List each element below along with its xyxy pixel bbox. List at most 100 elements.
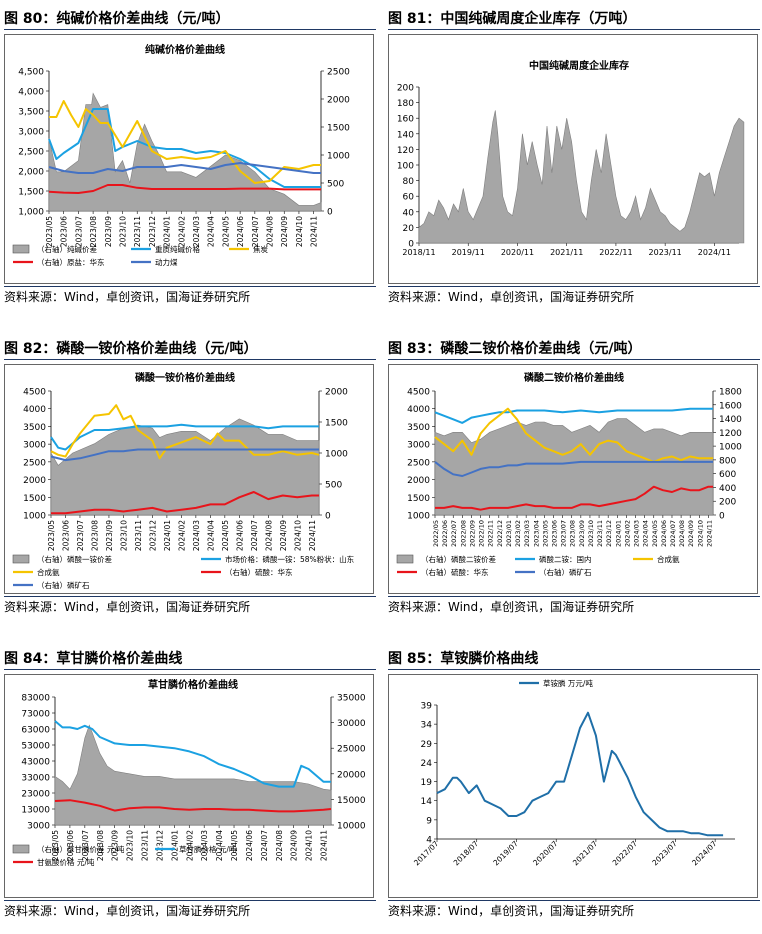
x-tick-label: 2023/07 — [74, 216, 83, 247]
x-tick-label: 2024/03 — [200, 830, 209, 861]
x-tick-label: 2023/07 — [76, 520, 85, 551]
series-line-2 — [50, 404, 320, 460]
y-tick-label-right: 30000 — [337, 719, 366, 729]
x-tick-label: 2024/06 — [660, 520, 668, 547]
x-tick-label: 2021/07 — [571, 839, 600, 868]
legend-label: 重质纯碱价格 — [155, 244, 200, 254]
y-tick-label-left: 73000 — [21, 710, 50, 720]
x-tick-label: 2024/11 — [320, 830, 329, 861]
figure-80-source: 资料来源：Wind，卓创资讯，国海证券研究所 — [4, 286, 376, 307]
x-tick-label: 2023/07 — [560, 520, 568, 547]
x-tick-label: 2023/05 — [541, 520, 549, 547]
x-tick-label: 2024/01 — [163, 520, 172, 551]
y-tick-label-left: 1000 — [23, 512, 46, 522]
x-tick-label: 2018/07 — [452, 839, 481, 868]
legend-label: （右轴）草甘膦价差 元/吨 — [37, 844, 125, 854]
figure-80-caption: 图 80：纯碱价格价差曲线（元/吨） — [4, 8, 376, 30]
x-tick-label: 2024/08 — [264, 520, 273, 551]
legend-label: 市场价格：磷酸一铵：58%粉状：山东 — [225, 554, 355, 564]
y-tick-label-right: 1800 — [719, 388, 742, 398]
y-tick-label-right: 1000 — [325, 450, 348, 460]
series-area-0 — [434, 418, 714, 516]
y-tick-label-right: 1500 — [327, 124, 350, 134]
x-tick-label: 2023/12 — [148, 216, 157, 247]
x-tick-label: 2024/09 — [687, 520, 695, 547]
series-line-4 — [434, 460, 713, 477]
legend-label: （右轴）硫酸：华东 — [421, 567, 489, 577]
y-tick-label-left: 9 — [426, 816, 432, 826]
figure-85-source: 资料来源：Wind，卓创资讯，国海证券研究所 — [388, 900, 760, 921]
y-tick-label-left: 29 — [421, 740, 433, 750]
x-tick-label: 2024/07 — [250, 520, 259, 551]
x-tick-label: 2018/11 — [402, 248, 435, 257]
x-tick-label: 2023/12 — [605, 520, 613, 547]
y-tick-label-left: 4000 — [23, 405, 46, 415]
series-line-3 — [48, 184, 321, 194]
y-tick-label-right: 0 — [327, 208, 333, 218]
x-tick-label: 2024/11 — [308, 520, 317, 551]
x-tick-label: 2024/07 — [251, 216, 260, 247]
y-tick-label-left: 3500 — [407, 423, 430, 433]
y-tick-label-left: 80 — [403, 177, 415, 187]
series-area-0 — [54, 724, 332, 826]
legend-label: 草甘膦价格 元/吨 — [179, 844, 237, 854]
figure-83: 图 83：磷酸二铵价格价差曲线（元/吨） 磷酸二铵价格价差曲线 1000 1500 2… — [388, 338, 760, 618]
legend-swatch — [12, 844, 30, 854]
x-tick-label: 2024/10 — [696, 520, 704, 547]
x-tick-label: 2024/11 — [705, 520, 713, 547]
x-tick-label: 2023/10 — [587, 520, 595, 547]
x-tick-label: 2023/09 — [104, 216, 113, 247]
figure-84-caption: 图 84：草甘膦价格价差曲线 — [4, 648, 376, 670]
series-line-1 — [54, 720, 331, 788]
x-tick-label: 2024/02 — [185, 830, 194, 861]
figure-81-source: 资料来源：Wind，卓创资讯，国海证券研究所 — [388, 286, 760, 307]
series-line-2 — [54, 799, 332, 813]
legend-label: （右轴）磷酸二铵价差 — [421, 554, 496, 564]
x-tick-label: 2023/11 — [133, 216, 142, 247]
legend-swatch — [12, 244, 30, 254]
y-tick-label-left: 2500 — [23, 458, 46, 468]
x-tick-label: 2024/11 — [310, 216, 319, 247]
y-tick-label-left: 13000 — [21, 806, 50, 816]
x-tick-label: 2022/06 — [441, 520, 449, 547]
x-tick-label: 2024/08 — [275, 830, 284, 861]
x-tick-label: 2024/02 — [177, 216, 186, 247]
y-tick-label-right: 500 — [327, 180, 344, 190]
legend-label: （右轴）磷矿石 — [539, 567, 592, 577]
series-line-1 — [434, 407, 713, 424]
x-tick-label: 2022/09 — [468, 520, 476, 547]
figure-84-chart: 草甘膦价格价差曲线 3000 13000 23000 33000 43000 53000 63… — [12, 678, 366, 867]
legend-label: 动力煤 — [155, 257, 178, 267]
x-tick-label: 2023/10 — [126, 830, 135, 861]
y-tick-label-left: 23000 — [21, 790, 50, 800]
series-line-2 — [434, 407, 713, 463]
figure-81-chart: 中国纯碱周度企业库存 0 20 40 60 80 100 120 140 160 180 200 201… — [397, 59, 745, 257]
x-tick-label: 2023/03 — [523, 520, 531, 547]
y-tick-label-left: 4,000 — [18, 88, 44, 98]
x-tick-label: 2022/07 — [450, 520, 458, 547]
y-tick-label-left: 3000 — [407, 441, 430, 451]
y-tick-label-left: 1,000 — [18, 208, 44, 218]
y-tick-label-left: 4,500 — [18, 68, 44, 78]
legend-label: 合成氨 — [657, 554, 680, 564]
figure-83-source: 资料来源：Wind，卓创资讯，国海证券研究所 — [388, 596, 760, 617]
y-tick-label-left: 2000 — [23, 476, 46, 486]
series-line-1 — [50, 423, 319, 451]
x-tick-label: 2024/03 — [192, 520, 201, 551]
x-tick-label: 2023/11 — [134, 520, 143, 551]
figure-83-chart: 磷酸二铵价格价差曲线100015002000250030003500400045… — [396, 371, 742, 577]
y-tick-label-left: 24 — [421, 759, 433, 769]
y-tick-label-right: 1600 — [719, 401, 742, 411]
x-tick-label: 2024/06 — [235, 520, 244, 551]
x-tick-label: 2023/06 — [60, 216, 69, 247]
x-tick-label: 2024/04 — [207, 216, 216, 247]
figure-85-caption: 图 85：草铵膦价格曲线 — [388, 648, 760, 670]
x-tick-label: 2024/05 — [221, 520, 230, 551]
series-line-4 — [48, 162, 321, 174]
x-tick-label: 2023/07 — [650, 839, 679, 868]
x-tick-label: 2024/01 — [163, 216, 172, 247]
x-tick-label: 2024/01 — [170, 830, 179, 861]
x-tick-label: 2024/03 — [633, 520, 641, 547]
y-tick-label-left: 0 — [408, 240, 414, 250]
